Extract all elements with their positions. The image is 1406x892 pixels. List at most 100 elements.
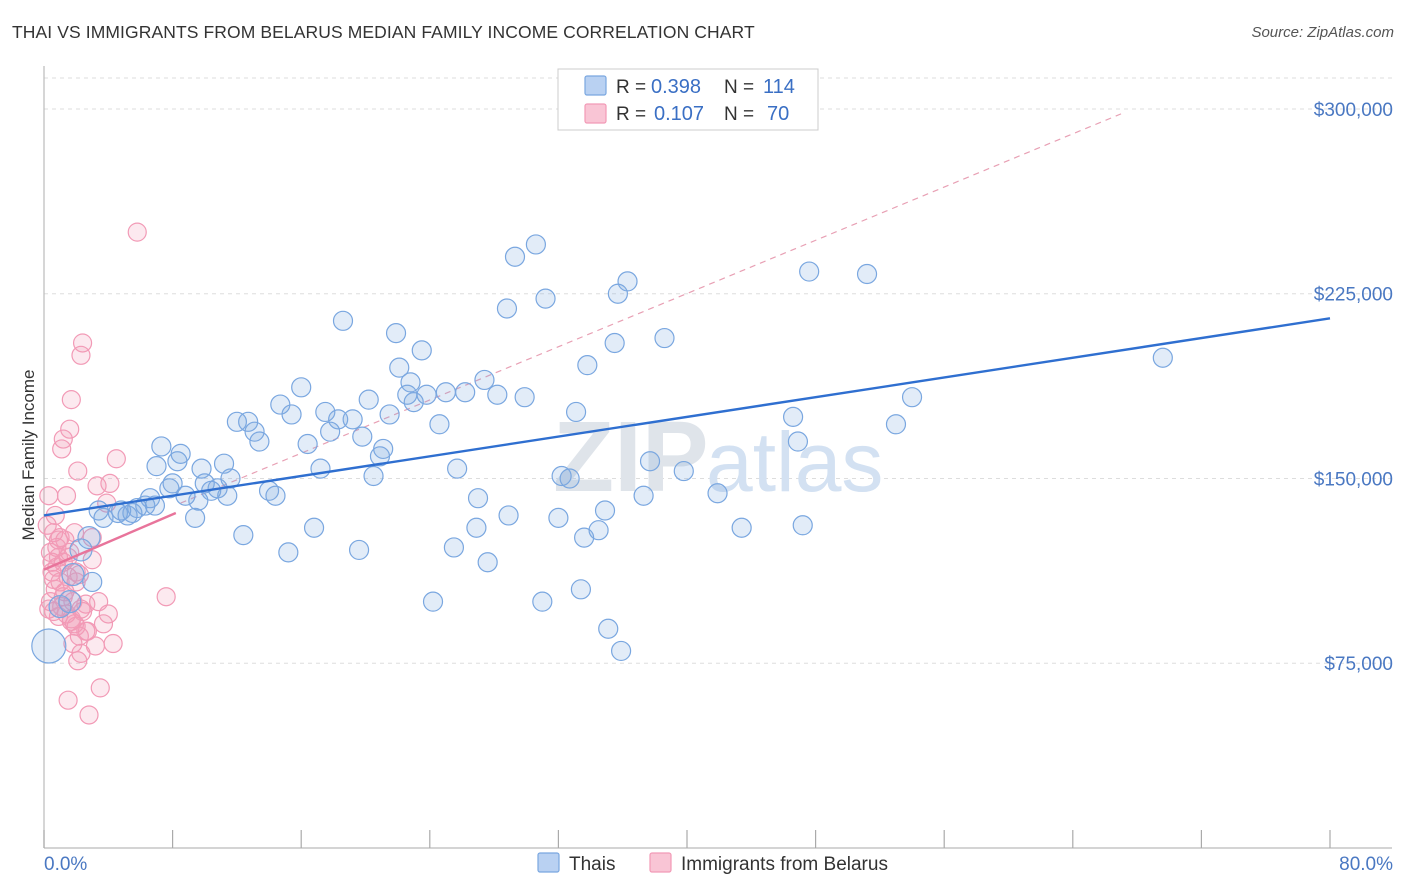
point-thais [58,590,82,614]
point-thais [455,382,476,403]
point-belarus [98,604,118,624]
x-tick-label-left: 0.0% [44,854,87,875]
point-thais [411,340,432,361]
point-belarus [44,569,64,590]
point-belarus [66,562,86,582]
point-thais [604,332,625,354]
point-thais [467,488,489,509]
point-thais [514,387,535,408]
point-belarus [106,449,126,469]
chart-title: THAI VS IMMIGRANTS FROM BELARUS MEDIAN F… [12,22,755,42]
point-thais [303,517,325,538]
point-thais [856,263,878,285]
x-tick-labels: 0.0% 80.0% [44,854,1393,875]
legend-n-label-thais: N = [724,77,754,98]
trend-line-thais [43,317,1331,517]
point-belarus [100,473,120,494]
point-thais [82,571,103,593]
grid-lines [44,77,1392,664]
legend-swatch-belarus [584,103,607,124]
point-thais [435,382,456,403]
point-belarus [56,486,77,506]
point-thais [358,389,379,410]
point-thais [315,401,336,423]
point-thais [403,392,424,413]
point-thais [570,579,592,600]
point-thais [443,537,465,558]
point-thais [525,234,546,255]
point-thais [185,507,206,528]
bottom-legend-swatch-thais [537,852,560,873]
point-thais [191,458,212,479]
trend-lines [43,317,1331,571]
legend-r-label-belarus: R = [616,104,646,125]
point-thais [226,411,247,432]
point-thais [146,456,167,477]
y-tick-label: $75,000 [1324,654,1393,675]
point-thais [610,640,632,662]
point-belarus [68,461,88,481]
point-thais [477,552,498,573]
series-belarus-points [37,222,176,725]
point-thais [787,431,809,452]
legend: R = 0.398 N = 114 R = 0.107 N = 70 [557,68,819,131]
point-belarus [93,614,114,634]
trend-line-belarus [43,511,177,571]
point-belarus [90,678,110,698]
point-thais [532,591,553,612]
watermark: ZIP atlas [553,401,883,513]
point-belarus [61,390,81,410]
point-thais [535,288,556,309]
point-thais [249,431,270,452]
point-thais [1152,347,1173,368]
point-thais [673,460,694,482]
point-belarus [79,705,99,725]
point-belarus [127,222,147,242]
point-thais [31,628,67,664]
point-thais [654,327,675,349]
legend-n-label-belarus: N = [724,104,754,125]
point-thais [594,500,616,521]
point-thais [348,539,370,561]
point-thais [577,355,598,376]
point-belarus [39,486,59,506]
point-thais [551,465,572,487]
point-thais [162,473,183,494]
point-thais [400,372,421,393]
point-thais [238,411,259,432]
point-thais [782,406,804,427]
point-thais [77,525,101,550]
point-thais [244,421,265,442]
point-thais [429,414,450,435]
legend-r-belarus: 0.107 [654,103,704,125]
bottom-legend-belarus: Immigrants from Belarus [681,854,888,875]
legend-n-thais: 114 [763,76,795,98]
point-thais [385,323,407,344]
point-thais [731,517,752,538]
point-thais [352,426,373,447]
point-thais [416,384,437,405]
point-thais [320,421,341,442]
point-belarus [53,429,73,449]
bottom-legend-thais: Thais [569,854,615,875]
point-thais [447,458,468,479]
point-thais [466,517,487,538]
x-tick-label-right: 80.0% [1339,854,1393,875]
point-belarus [37,515,57,535]
point-thais [297,433,318,455]
point-thais [422,591,444,612]
point-belarus [72,333,93,353]
point-thais [328,409,349,430]
point-belarus [60,419,80,439]
point-thais [639,451,661,472]
axes [43,66,1392,849]
point-thais [373,438,394,460]
y-axis-label: Median Family Income [19,369,38,540]
point-thais [487,384,508,405]
watermark-zip: ZIP [553,401,709,513]
point-belarus [52,439,72,459]
legend-r-thais: 0.398 [651,76,701,98]
point-thais [474,369,495,391]
bottom-legend: Thais Immigrants from Belarus [537,852,888,875]
point-thais [61,562,85,587]
